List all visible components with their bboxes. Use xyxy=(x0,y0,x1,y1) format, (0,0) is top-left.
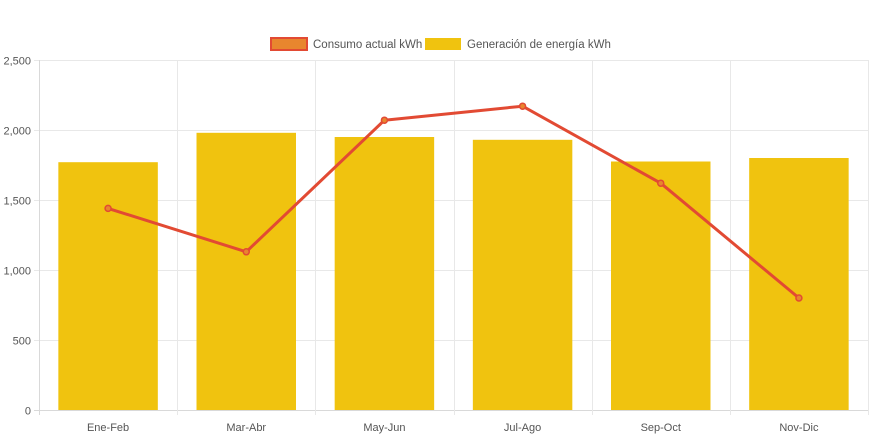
legend-swatch-generacion xyxy=(425,38,461,50)
y-tick-label: 2,000 xyxy=(3,126,31,138)
x-tick-label: Ene-Feb xyxy=(87,422,129,434)
generation-bar[interactable] xyxy=(334,137,435,410)
bar-layer xyxy=(58,132,849,411)
legend-label-consumo: Consumo actual kWh xyxy=(313,39,422,51)
line-layer xyxy=(104,102,803,302)
legend[interactable]: Consumo actual kWh Generación de energía … xyxy=(270,37,611,51)
legend-item-consumo[interactable]: Consumo actual kWh xyxy=(270,37,422,51)
x-tick-label: May-Jun xyxy=(363,422,405,434)
y-tick-label: 1,500 xyxy=(3,196,31,208)
axis-layer: 0 500 1,000 1,500 2,000 2,500 Ene-Feb Mar-Abr Ma… xyxy=(3,56,818,435)
y-tick-label: 500 xyxy=(13,336,31,348)
grid-layer xyxy=(34,60,869,415)
consumption-point[interactable] xyxy=(242,248,250,256)
generation-bar[interactable] xyxy=(58,162,158,410)
consumption-point[interactable] xyxy=(518,102,527,110)
generation-bar[interactable] xyxy=(472,139,573,411)
x-tick-label: Nov-Dic xyxy=(779,422,819,434)
consumption-line xyxy=(107,104,800,300)
legend-label-generacion: Generación de energía kWh xyxy=(467,39,611,51)
consumption-point[interactable] xyxy=(795,294,803,302)
x-tick-label: Sep-Oct xyxy=(641,422,681,434)
y-tick-label: 2,500 xyxy=(3,56,31,68)
generation-bar[interactable] xyxy=(196,132,296,411)
y-tick-label: 0 xyxy=(25,406,31,418)
generation-bar[interactable] xyxy=(611,161,711,411)
consumption-point[interactable] xyxy=(380,116,389,124)
x-tick-label: Mar-Abr xyxy=(226,422,266,434)
legend-swatch-consumo xyxy=(270,37,308,51)
y-tick-label: 1,000 xyxy=(3,266,31,278)
x-tick-label: Jul-Ago xyxy=(504,422,541,434)
consumption-point[interactable] xyxy=(657,179,665,187)
legend-item-generacion[interactable]: Generación de energía kWh xyxy=(425,38,611,51)
consumption-point[interactable] xyxy=(104,204,112,213)
generation-bar[interactable] xyxy=(749,158,849,410)
